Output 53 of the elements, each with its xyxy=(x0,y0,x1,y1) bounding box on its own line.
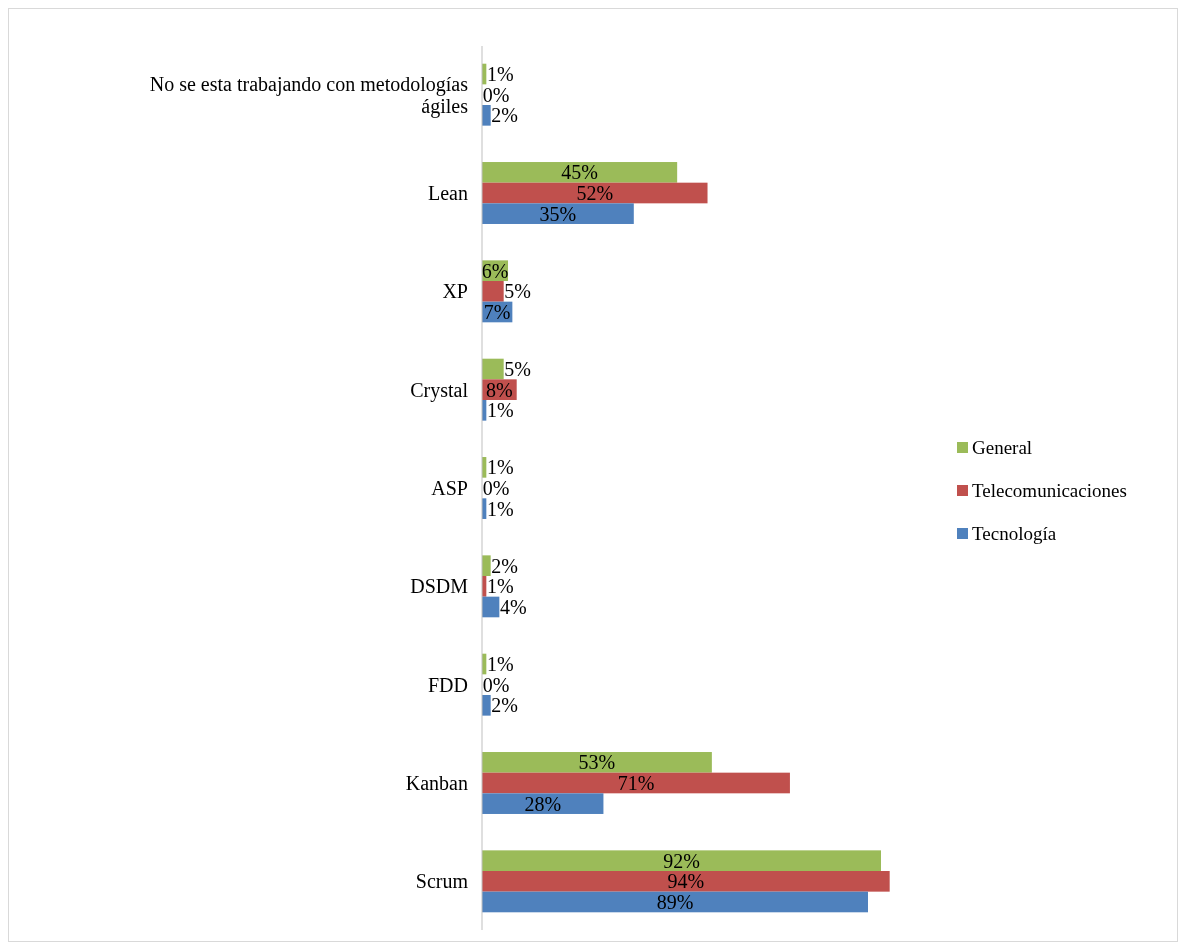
bar xyxy=(482,182,708,204)
bar xyxy=(482,752,712,773)
data-label: 0% xyxy=(482,673,510,696)
data-label: 1% xyxy=(487,653,514,676)
data-label: 2% xyxy=(491,104,519,127)
data-label: 28% xyxy=(524,792,562,815)
data-label: 94% xyxy=(667,870,705,893)
data-label: 1% xyxy=(487,63,514,86)
y-tick-label: ASP xyxy=(431,477,468,499)
data-label: 0% xyxy=(482,477,510,499)
data-label: 2% xyxy=(491,554,519,577)
bar xyxy=(482,162,678,183)
data-label: 53% xyxy=(578,751,616,774)
data-label: 7% xyxy=(483,300,511,323)
y-tick-label: Kanban xyxy=(405,771,468,794)
y-tick-label: Scrum xyxy=(415,870,469,893)
data-label: 1% xyxy=(487,497,514,520)
bar xyxy=(482,694,491,716)
y-tick-label: XP xyxy=(442,280,468,303)
bar xyxy=(482,891,868,913)
data-label: 1% xyxy=(487,399,514,422)
bar xyxy=(482,105,491,126)
data-label: 5% xyxy=(504,358,532,381)
data-label: 5% xyxy=(504,280,532,303)
data-label: 2% xyxy=(491,694,519,717)
bar xyxy=(482,793,604,814)
data-label: 8% xyxy=(486,378,513,401)
data-label: 1% xyxy=(487,575,514,598)
data-label: 92% xyxy=(663,849,700,872)
data-label: 71% xyxy=(617,771,655,794)
data-label: 0% xyxy=(482,83,510,106)
data-label: 4% xyxy=(500,595,527,618)
y-tick-label: Lean xyxy=(428,182,468,205)
data-label: 35% xyxy=(539,202,577,225)
y-tick-label: No se esta trabajando con metodologías ágiles xyxy=(149,72,469,118)
data-label: 1% xyxy=(487,456,514,479)
y-tick-label: FDD xyxy=(427,673,468,696)
bar xyxy=(482,281,504,302)
data-label: 52% xyxy=(576,182,614,205)
legend-label: Telecomunicaciones xyxy=(972,480,1127,501)
bar xyxy=(482,850,881,871)
bar xyxy=(482,358,504,380)
y-tick-label: DSDM xyxy=(410,575,469,598)
y-tick-label: Crystal xyxy=(410,378,469,402)
data-label: 45% xyxy=(561,161,598,184)
bar xyxy=(482,555,491,577)
legend-label: General xyxy=(972,437,1033,458)
data-label: 6% xyxy=(481,259,509,282)
bar xyxy=(482,871,890,892)
legend-label: Tecnología xyxy=(972,523,1057,544)
data-label: 89% xyxy=(656,890,694,913)
bar xyxy=(482,203,634,224)
bar xyxy=(482,772,790,794)
